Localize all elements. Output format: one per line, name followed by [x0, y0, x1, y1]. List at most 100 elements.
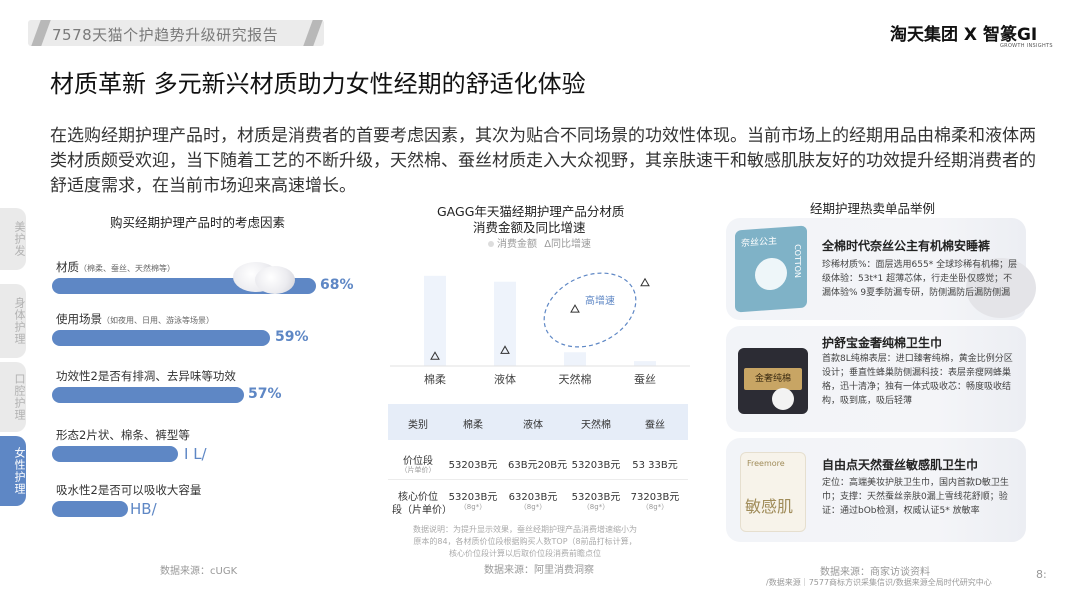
report-title: 7578天猫个护趋势升级研究报告 [52, 26, 279, 44]
factor-label-form: 形态2片状、棉条、裤型等 [56, 428, 190, 442]
table-header-col-1: 棉柔 [463, 420, 483, 431]
table-header-col-3: 天然棉 [581, 420, 611, 431]
factor-bar-form [52, 446, 178, 462]
table-row-price-sub: （片单价） [400, 466, 436, 474]
x-tick-label-2: 天然棉 [559, 372, 592, 386]
factor-label-absorb: 吸水性2是否可以吸收大容量 [56, 483, 202, 497]
side-tab-feminine[interactable]: 女性护理 [0, 436, 26, 506]
brand-logo: 淘天集团 X 智篆GI [890, 25, 1038, 45]
product-1-side-text: COTTON [793, 243, 802, 279]
factor-label-function: 功效性2是否有排凋、去异味等功效 [56, 369, 236, 383]
table-cell: 73203B元 [630, 492, 680, 503]
factor-value-scene: 59% [275, 329, 309, 345]
product-3-name: 自由点天然蚕丝敏感肌卫生巾 [822, 458, 979, 472]
header-slash-right [303, 20, 323, 46]
page-number: 8: [1036, 568, 1047, 581]
side-tab-body[interactable]: 身体护理 [0, 284, 26, 358]
cotton-ball-icon-2 [255, 266, 295, 294]
factor-label-material: 材质（棉柔、蚕丝、天然棉等） [56, 260, 175, 274]
products-title: 经期护理热卖单品举例 [810, 201, 936, 216]
chart-bar-3 [634, 361, 656, 366]
cotton-flower-icon [755, 256, 787, 292]
chart-legend: 消费金额 Δ同比增速 [488, 235, 591, 250]
high-growth-ellipse [543, 272, 637, 348]
table-row-price-label: 价位段 [403, 456, 433, 467]
table-cell: 63203B元 [508, 492, 558, 503]
high-growth-annotation: 高增速 [585, 294, 615, 307]
factor-value-form: I L/ [184, 445, 207, 463]
product-card-3[interactable]: Freemore 敏感肌 自由点天然蚕丝敏感肌卫生巾 定位：高端美妆护肤卫生巾，… [726, 438, 1026, 542]
product-bg-blur [966, 258, 1036, 318]
factor-bar-absorb [52, 501, 128, 517]
report-header-bar [28, 20, 324, 46]
table-cell-sub: （8g*） [641, 503, 669, 511]
factor-value-function: 57% [248, 386, 282, 402]
product-1-desc: 珍稀材质%：面层选用655* 全球珍稀有机棉；层级体验：53t*1 超薄芯体，行… [822, 260, 1018, 298]
factor-value-material: 68% [320, 277, 354, 293]
table-note: 数据说明：为提升显示效果，蚕丝经期护理产品消费增速缩小为原本的84，各材质价位段… [413, 525, 637, 558]
side-tab-hair[interactable]: 美护发 [0, 208, 26, 270]
header-slash-left [31, 20, 51, 46]
factor-label-scene: 使用场景（如夜用、日用、游泳等场景） [56, 312, 214, 326]
x-tick-label-0: 棉柔 [424, 372, 446, 386]
chart-subtitle: 消费金额及同比增速 [473, 220, 586, 235]
growth-marker-1 [500, 345, 510, 354]
product-image-3: Freemore 敏感肌 [740, 452, 806, 532]
table-divider [388, 479, 688, 480]
table-row-core-label-2: 段（片单价） [392, 505, 452, 516]
factors-source: 数据来源：cUGK [160, 566, 238, 577]
table-cell: 53203B元 [448, 492, 498, 503]
product-3-side-text: 敏感肌 [745, 497, 794, 516]
table-header-category: 类别 [408, 420, 428, 431]
table-cell: 53 33B元 [632, 460, 678, 471]
chart-bar-2 [564, 352, 586, 366]
growth-marker-2 [570, 304, 580, 313]
product-card-1[interactable]: 奈丝公主 COTTON 全棉时代奈丝公主有机棉安睡裤 珍稀材质%：面层选用655… [726, 218, 1036, 320]
table-cell: 53203B元 [571, 492, 621, 503]
product-3-desc: 定位：高端美妆护肤卫生巾，国内首款D敏卫生巾；支撑：天然蚕丝亲肤0漏上雪线花舒顺… [822, 478, 1009, 516]
table-row-core-label: 核心价位 [398, 492, 438, 503]
table-header-col-2: 液体 [523, 420, 543, 431]
table-cell: 53203B元 [571, 460, 621, 471]
product-2-desc: 首款8L纯棉表层：进口臻奢纯棉，黄金比例分区设计；垂直性蜂巢防侧漏科技：表层亲瘦… [822, 354, 1013, 406]
product-image-1: 奈丝公主 COTTON [735, 225, 807, 313]
intro-paragraph: 在选购经期护理产品时，材质是消费者的首要考虑因素，其次为贴合不同场景的功效性体现… [50, 126, 1036, 196]
growth-marker-3 [640, 277, 650, 287]
product-1-name: 全棉时代奈丝公主有机棉安睡裤 [822, 239, 991, 253]
factor-value-absorb: HB/ [130, 500, 157, 518]
table-cell-sub: （8g*） [582, 503, 610, 511]
table-cell: 63B元20B元 [508, 460, 568, 471]
legend-triangle-icon: Δ [544, 239, 552, 250]
table-cell-sub: （8g*） [459, 503, 487, 511]
brand-logo-sub: GROWTH INSIGHTS [1000, 43, 1053, 49]
product-2-pack-text: 金奢纯棉 [744, 368, 802, 390]
chart-title: GAGG年天猫经期护理产品分材质 [437, 204, 625, 219]
legend-amount: 消费金额 [497, 239, 537, 250]
side-tab-oral[interactable]: 口腔护理 [0, 362, 26, 432]
x-tick-label-3: 蚕丝 [634, 373, 656, 386]
chart-source: 数据来源：阿里消费洞察 [484, 565, 594, 576]
product-1-pack-text: 奈丝公主 [741, 236, 778, 250]
x-tick-label-1: 液体 [494, 372, 516, 386]
product-image-2: 金奢纯棉 [738, 348, 808, 414]
product-card-2[interactable]: 金奢纯棉 护舒宝金奢纯棉卫生巾 首款8L纯棉表层：进口臻奢纯棉，黄金比例分区设计… [726, 326, 1026, 432]
sales-chart: 高增速 棉柔 液体 天然棉 蚕丝 [390, 272, 690, 386]
cotton-boll-icon [772, 388, 794, 410]
legend-dot-icon [488, 241, 494, 247]
factor-bar-function [52, 387, 244, 403]
footer-source: /数据来源｜7577商标方识采集信识/数据来源全局时代研究中心 [766, 578, 992, 587]
products-source: 数据来源：商家访谈资料 [820, 567, 930, 578]
chart-bar-0 [424, 275, 446, 366]
table-header-col-4: 蚕丝 [645, 420, 665, 431]
product-2-name: 护舒宝金奢纯棉卫生巾 [822, 336, 943, 350]
table-cell-sub: （8g*） [519, 503, 547, 511]
table-cell: 53203B元 [448, 460, 498, 471]
growth-marker-0 [430, 351, 440, 360]
legend-growth: 同比增速 [551, 239, 592, 250]
page-title: 材质革新 多元新兴材质助力女性经期的舒适化体验 [50, 70, 586, 98]
chart-bar-1 [494, 281, 516, 366]
factors-title: 购买经期护理产品时的考虑因素 [110, 215, 286, 230]
product-3-pack-text: Freemore [747, 459, 785, 468]
factor-bar-scene [52, 330, 270, 346]
price-table-header [388, 404, 688, 440]
